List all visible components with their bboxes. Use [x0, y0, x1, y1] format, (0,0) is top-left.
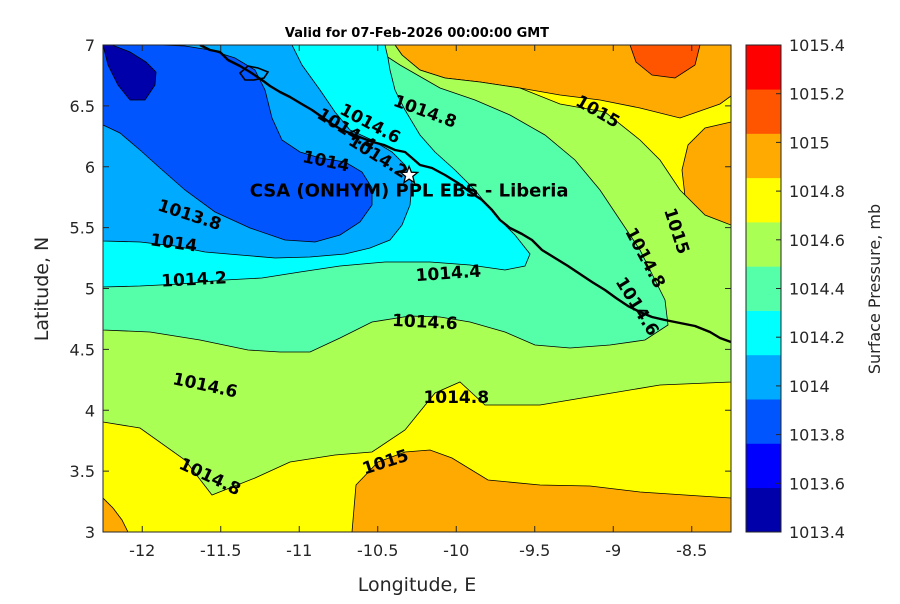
colorbar-tick-label: 1013.6 — [789, 474, 845, 493]
x-axis-label: Longitude, E — [358, 574, 477, 596]
colorbar-tick-label: 1015.4 — [789, 36, 845, 55]
colorbar-tick-label: 1014 — [789, 377, 830, 396]
x-tick-label: -11 — [286, 541, 312, 560]
contour-label: 1014.4 — [415, 262, 482, 287]
colorbar-segment — [746, 487, 781, 533]
x-tick-label: -12 — [129, 541, 155, 560]
x-tick-label: -10.5 — [357, 541, 398, 560]
y-tick-label: 4 — [85, 401, 95, 420]
y-tick-label: 3 — [85, 523, 95, 542]
x-tick-label: -9.5 — [519, 541, 550, 560]
colorbar-tick-label: 1014.4 — [789, 280, 845, 299]
map-title: Valid for 07-Feb-2026 00:00:00 GMT — [285, 26, 549, 41]
colorbar-segment — [746, 266, 781, 311]
y-tick-label: 4.5 — [70, 340, 95, 359]
station-star-icon — [398, 164, 420, 185]
colorbar-segment — [746, 89, 781, 134]
y-tick-label: 6 — [85, 158, 95, 177]
contour-label: 1014.8 — [423, 388, 489, 408]
colorbar-segment — [746, 177, 781, 223]
colorbar-tick-label: 1015 — [789, 133, 830, 152]
colorbar-segment — [746, 222, 781, 267]
colorbar-tick-label: 1013.8 — [789, 426, 845, 445]
contour-label: 1014.6 — [392, 311, 459, 334]
colorbar-segment — [746, 133, 781, 179]
colorbar-segment — [746, 45, 781, 90]
colorbar-segment — [746, 310, 781, 356]
y-axis-label: Latitude, N — [31, 237, 53, 342]
colorbar-label: Surface Pressure, mb — [865, 204, 884, 374]
colorbar-tick-label: 1015.2 — [789, 85, 845, 104]
y-tick-label: 7 — [85, 36, 95, 55]
colorbar-tick-label: 1014.6 — [789, 231, 845, 250]
colorbar-segment — [746, 354, 781, 400]
island-outline — [238, 65, 270, 81]
y-tick-label: 6.5 — [70, 97, 95, 116]
y-axis-ticks: 3 3.5 4 4.5 5 5.5 6 6.5 7 — [70, 36, 731, 542]
x-tick-label: -10 — [443, 541, 469, 560]
station-label: CSA (ONHYM) PPL EBS - Liberia — [250, 180, 569, 201]
x-tick-label: -8.5 — [676, 541, 707, 560]
band-1015-southwest — [103, 497, 129, 532]
y-tick-label: 5.5 — [70, 219, 95, 238]
x-axis-ticks: -12 -11.5 -11 -10.5 -10 -9.5 -9 -8.5 — [129, 45, 707, 560]
x-tick-label: -9 — [605, 541, 621, 560]
pressure-bands — [103, 45, 731, 532]
colorbar-tick-label: 1013.4 — [789, 523, 845, 542]
band-1015-2-north — [629, 45, 701, 79]
colorbar-segment — [746, 399, 781, 444]
station-layer: CSA (ONHYM) PPL EBS - Liberia — [250, 164, 569, 201]
y-tick-label: 3.5 — [70, 462, 95, 481]
colorbar: 1013.4 1013.6 1013.8 1014 1014.2 1014.4 1014.6… — [745, 36, 845, 542]
contour-label: 1014.2 — [161, 268, 228, 291]
colorbar-tick-label: 1014.2 — [789, 328, 845, 347]
band-1015-south — [351, 449, 731, 532]
coastline — [199, 45, 731, 344]
x-tick-label: -11.5 — [200, 541, 241, 560]
colorbar-segment — [746, 443, 781, 489]
colorbar-tick-label: 1014.8 — [789, 182, 845, 201]
band-1013-6 — [103, 45, 157, 101]
y-tick-label: 5 — [85, 280, 95, 299]
